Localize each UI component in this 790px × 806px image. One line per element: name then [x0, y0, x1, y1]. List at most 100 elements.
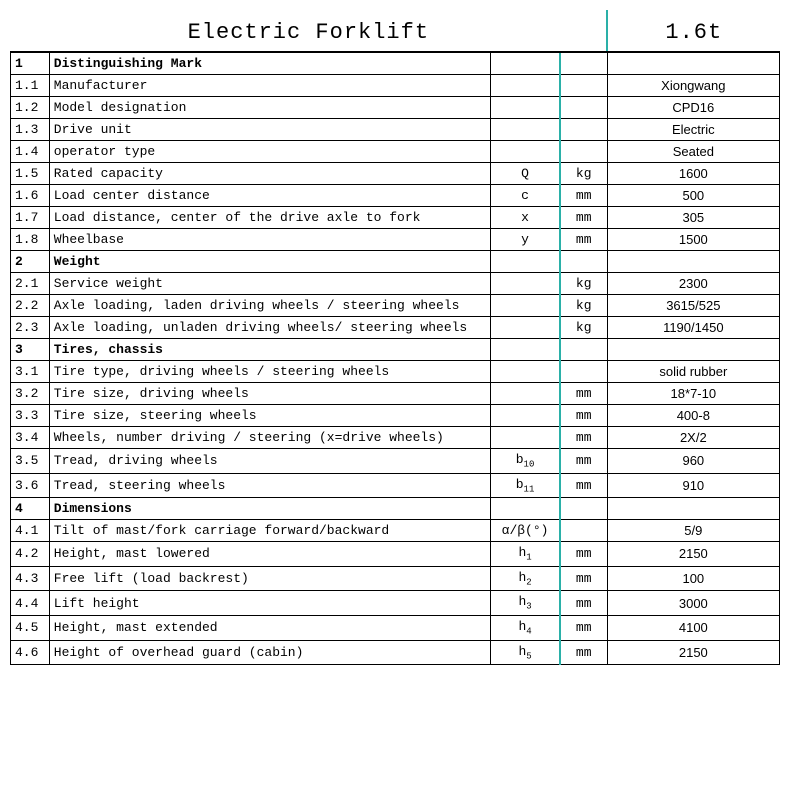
section-label: Tires, chassis — [49, 339, 491, 361]
table-row: 2.1Service weightkg2300 — [11, 273, 780, 295]
row-desc: Height, mast extended — [49, 615, 491, 640]
row-symbol: α/β(°) — [491, 520, 560, 542]
section-label: Dimensions — [49, 498, 491, 520]
row-value: Seated — [607, 141, 779, 163]
row-symbol: h2 — [491, 566, 560, 591]
table-row: 1.8Wheelbaseymm1500 — [11, 229, 780, 251]
title-row: Electric Forklift 1.6t — [11, 10, 780, 52]
row-unit: mm — [560, 615, 607, 640]
section-num: 1 — [11, 52, 50, 75]
row-unit: mm — [560, 383, 607, 405]
capacity-title: 1.6t — [607, 10, 779, 52]
table-row: 4.1Tilt of mast/fork carriage forward/ba… — [11, 520, 780, 542]
row-unit — [560, 97, 607, 119]
section-num: 3 — [11, 339, 50, 361]
row-unit — [560, 75, 607, 97]
row-value: 1600 — [607, 163, 779, 185]
table-row: 4.4Lift heighth3mm3000 — [11, 591, 780, 616]
row-value: 2150 — [607, 640, 779, 665]
row-desc: Tilt of mast/fork carriage forward/backw… — [49, 520, 491, 542]
row-symbol — [491, 97, 560, 119]
row-desc: Rated capacity — [49, 163, 491, 185]
section-num: 2 — [11, 251, 50, 273]
row-num: 4.2 — [11, 542, 50, 567]
table-row: 2.3Axle loading, unladen driving wheels/… — [11, 317, 780, 339]
row-num: 4.3 — [11, 566, 50, 591]
section-header: 4Dimensions — [11, 498, 780, 520]
section-val — [607, 498, 779, 520]
row-unit: mm — [560, 207, 607, 229]
row-value: 3000 — [607, 591, 779, 616]
row-desc: Height, mast lowered — [49, 542, 491, 567]
row-desc: Tread, steering wheels — [49, 473, 491, 498]
row-value: 5/9 — [607, 520, 779, 542]
row-desc: Drive unit — [49, 119, 491, 141]
row-unit: kg — [560, 163, 607, 185]
section-header: 1Distinguishing Mark — [11, 52, 780, 75]
row-value: 4100 — [607, 615, 779, 640]
section-label: Weight — [49, 251, 491, 273]
row-value: 910 — [607, 473, 779, 498]
row-symbol: h1 — [491, 542, 560, 567]
section-val — [607, 339, 779, 361]
table-row: 1.2Model designationCPD16 — [11, 97, 780, 119]
row-symbol — [491, 75, 560, 97]
row-symbol — [491, 361, 560, 383]
row-num: 3.1 — [11, 361, 50, 383]
row-symbol — [491, 317, 560, 339]
section-val — [607, 251, 779, 273]
row-desc: Height of overhead guard (cabin) — [49, 640, 491, 665]
row-unit: mm — [560, 449, 607, 474]
section-sym — [491, 251, 560, 273]
row-num: 1.2 — [11, 97, 50, 119]
table-row: 1.4operator typeSeated — [11, 141, 780, 163]
row-symbol: x — [491, 207, 560, 229]
row-value: Xiongwang — [607, 75, 779, 97]
row-symbol: h3 — [491, 591, 560, 616]
row-value: 2150 — [607, 542, 779, 567]
row-value: 2X/2 — [607, 427, 779, 449]
section-header: 2Weight — [11, 251, 780, 273]
row-symbol — [491, 295, 560, 317]
row-desc: Load center distance — [49, 185, 491, 207]
row-num: 4.5 — [11, 615, 50, 640]
row-unit — [560, 520, 607, 542]
row-value: CPD16 — [607, 97, 779, 119]
row-desc: Free lift (load backrest) — [49, 566, 491, 591]
row-unit: mm — [560, 229, 607, 251]
row-unit: kg — [560, 295, 607, 317]
table-row: 2.2Axle loading, laden driving wheels / … — [11, 295, 780, 317]
row-unit: mm — [560, 566, 607, 591]
section-header: 3Tires, chassis — [11, 339, 780, 361]
section-unit — [560, 52, 607, 75]
row-unit — [560, 119, 607, 141]
row-num: 4.6 — [11, 640, 50, 665]
table-row: 3.2Tire size, driving wheelsmm18*7-10 — [11, 383, 780, 405]
row-num: 3.2 — [11, 383, 50, 405]
row-symbol: h4 — [491, 615, 560, 640]
section-unit — [560, 498, 607, 520]
row-num: 4.4 — [11, 591, 50, 616]
section-unit — [560, 251, 607, 273]
row-num: 2.3 — [11, 317, 50, 339]
row-symbol — [491, 427, 560, 449]
row-value: 960 — [607, 449, 779, 474]
row-symbol — [491, 141, 560, 163]
row-desc: Load distance, center of the drive axle … — [49, 207, 491, 229]
row-desc: Lift height — [49, 591, 491, 616]
row-num: 1.6 — [11, 185, 50, 207]
page-title: Electric Forklift — [11, 10, 608, 52]
row-desc: Wheels, number driving / steering (x=dri… — [49, 427, 491, 449]
row-unit: mm — [560, 427, 607, 449]
table-row: 3.3Tire size, steering wheelsmm400-8 — [11, 405, 780, 427]
row-value: 1500 — [607, 229, 779, 251]
row-symbol — [491, 405, 560, 427]
row-symbol: Q — [491, 163, 560, 185]
section-num: 4 — [11, 498, 50, 520]
row-num: 4.1 — [11, 520, 50, 542]
section-val — [607, 52, 779, 75]
table-row: 1.3Drive unitElectric — [11, 119, 780, 141]
table-row: 1.7Load distance, center of the drive ax… — [11, 207, 780, 229]
row-num: 1.3 — [11, 119, 50, 141]
row-value: 400-8 — [607, 405, 779, 427]
